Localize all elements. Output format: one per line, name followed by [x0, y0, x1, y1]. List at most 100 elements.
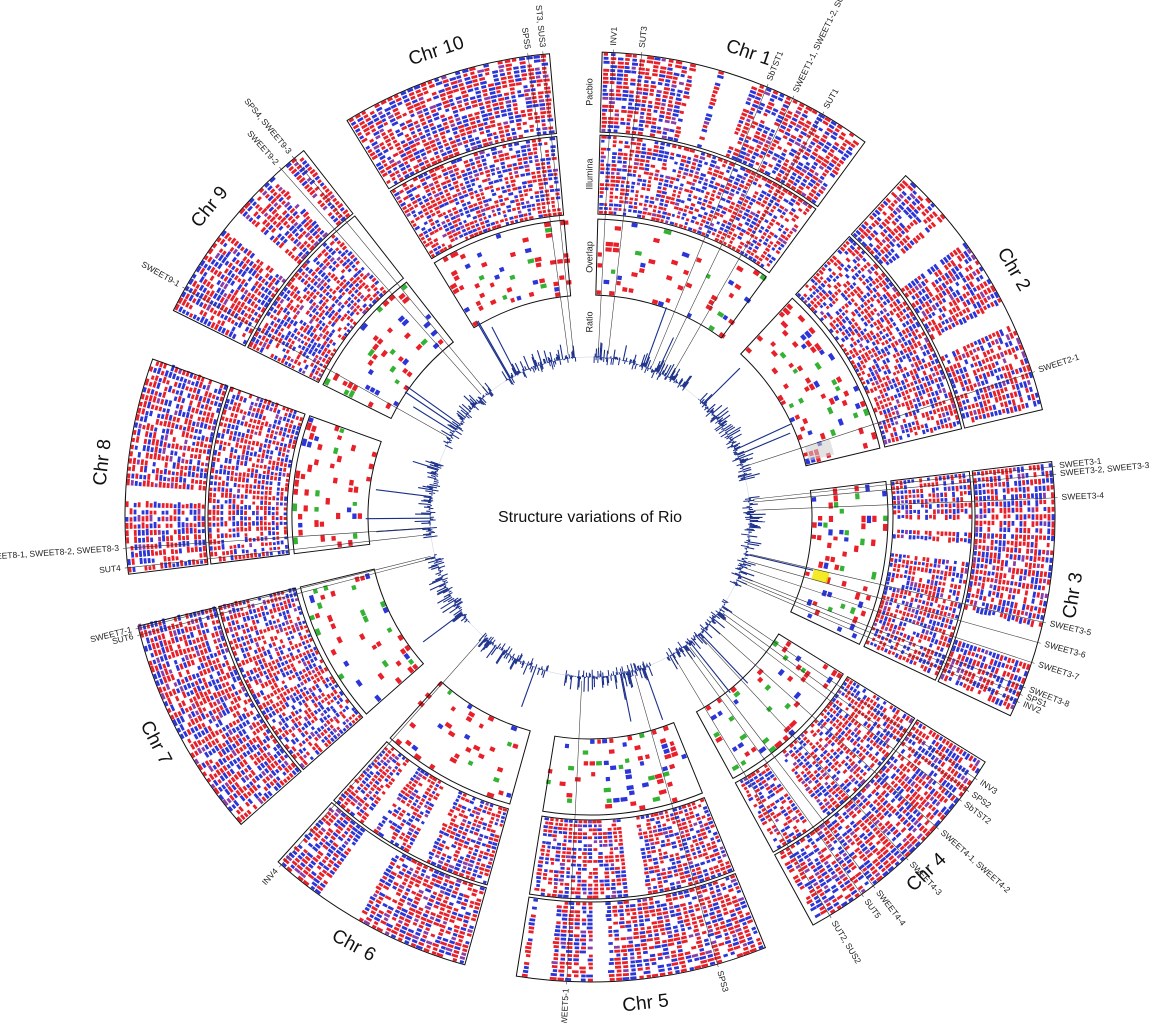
gene-link-22: [674, 657, 832, 919]
gene-label-30: SWEET9-1: [140, 259, 182, 289]
gene-label-8: SWEET3-4: [1061, 490, 1104, 502]
chr-label-1: Chr 1: [723, 35, 774, 70]
illumina-track-chr7: [218, 587, 364, 771]
gene-label-1: SUT3: [637, 25, 649, 48]
gene-link-33: [527, 53, 569, 355]
gene-label-33: SPS5: [520, 27, 533, 50]
ratio-track-chr2: [698, 367, 791, 482]
gene-link-23: [634, 674, 719, 968]
overlap-track-chr10: [433, 219, 572, 329]
gene-link-31: [279, 166, 482, 395]
overlap-track-chr2: [740, 297, 881, 467]
gene-link-26: [137, 558, 432, 636]
ratio-track-chr8: [365, 460, 444, 539]
illumina-track-chr4: [734, 675, 916, 853]
track-label-pacbio: Pacbio: [584, 78, 594, 106]
gene-link-0: [597, 49, 614, 354]
pacbio-track-chr3: [937, 460, 1056, 717]
ratio-track-chr3: [729, 496, 814, 587]
gene-link-1: [607, 51, 643, 355]
gene-link-11: [745, 568, 1035, 664]
chr-label-2: Chr 2: [993, 244, 1035, 295]
ratio-track-chr4: [666, 598, 749, 694]
illumina-track-chr6: [333, 741, 510, 886]
overlap-track-chr3: [790, 480, 889, 645]
illumina-track-chr5: [528, 796, 735, 900]
gene-link-4: [671, 111, 825, 376]
gene-label-6: SWEET3-1: [1059, 456, 1103, 471]
gene-link-6: [753, 466, 1056, 500]
gene-link-19: [701, 637, 909, 861]
gene-link-34: [542, 51, 574, 354]
gene-label-9: SWEET3-5: [1049, 618, 1093, 637]
gene-label-18: SWEET4-1, SWEET4-2: [939, 828, 1013, 895]
overlap-track-chr4: [695, 633, 844, 780]
gene-link-21: [685, 649, 864, 897]
ratio-track-chr10: [476, 320, 577, 386]
gene-link-27: [135, 555, 431, 630]
overlap-track-chr9: [322, 281, 455, 420]
gene-link-32: [291, 155, 486, 391]
overlap-track-chr1: [595, 218, 767, 339]
gene-link-18: [711, 626, 939, 830]
gene-label-4: SUT1: [821, 86, 841, 110]
pacbio-track-chr4: [773, 719, 986, 926]
gene-link-2: [652, 84, 769, 366]
pacbio-track-chr10: [346, 53, 557, 190]
gene-link-28: [123, 527, 427, 549]
gene-link-16: [722, 613, 970, 792]
chr-label-9: Chr 9: [187, 182, 233, 231]
illumina-track-chr8: [207, 386, 306, 565]
gene-label-25: INV4: [260, 866, 280, 887]
pacbio-track-chr2: [850, 174, 1044, 429]
gene-link-3: [661, 95, 795, 370]
illumina-track-chr10: [389, 135, 565, 260]
gene-link-12: [742, 576, 1026, 689]
track-label-overlap: Overlap: [584, 241, 594, 273]
gene-link-14: [740, 581, 1020, 703]
gene-label-28: SWEET8-1, SWEET8-2, SWEET8-3: [0, 543, 120, 562]
overlap-track-chr8: [291, 415, 382, 555]
gene-label-0: INV1: [608, 26, 619, 46]
pacbio-track-chr1: [599, 51, 866, 208]
gene-link-30: [182, 286, 448, 437]
chr-label-3: Chr 3: [1059, 571, 1087, 620]
pacbio-track-chr6: [277, 801, 487, 966]
gene-link-25: [279, 639, 482, 868]
chr-label-7: Chr 7: [136, 717, 176, 768]
gene-link-7: [753, 473, 1057, 503]
track-label-ratio: Ratio: [584, 311, 594, 332]
pacbio-track-chr5: [515, 872, 767, 983]
ratio-track-chr5: [563, 661, 664, 722]
illumina-track-chr9: [247, 215, 405, 384]
overlap-track-chr5: [542, 721, 704, 816]
gene-label-24: SWEET5-1: [559, 988, 571, 1023]
gene-label-10: SWEET3-6: [1043, 639, 1087, 660]
overlap-track-chr7: [299, 568, 425, 715]
gene-label-5: SWEET2-1: [1037, 352, 1081, 375]
gene-link-24: [566, 680, 583, 985]
pacbio-track-chr7: [137, 606, 302, 826]
gene-link-29: [124, 534, 428, 569]
gene-label-22: SUT2, SUS2: [830, 919, 864, 966]
overlap-track-chr6: [389, 680, 531, 805]
gene-label-3: SWEET1-1, SWEET1-2, SUS1: [790, 0, 850, 94]
gene-link-17: [720, 616, 962, 802]
center-title: Structure variations of Rio: [498, 509, 682, 526]
illumina-track-chr3: [863, 470, 973, 681]
gene-label-23: SPS3: [715, 969, 731, 993]
illumina-track-chr1: [597, 134, 817, 274]
chr-label-6: Chr 6: [328, 925, 379, 966]
overlap-highlight: [811, 569, 830, 584]
gene-label-34: ST3, SUS3: [534, 5, 548, 49]
track-label-illumina: Illumina: [584, 158, 594, 189]
gene-link-13: [741, 579, 1023, 696]
ratio-track-chr7: [422, 553, 471, 643]
gene-link-15: [725, 608, 978, 781]
chr-label-5: Chr 5: [621, 990, 670, 1016]
chr-label-8: Chr 8: [90, 438, 116, 487]
gene-link-5: [745, 371, 1035, 467]
gene-link-9: [749, 553, 1046, 624]
overlap-shade: [804, 438, 835, 461]
